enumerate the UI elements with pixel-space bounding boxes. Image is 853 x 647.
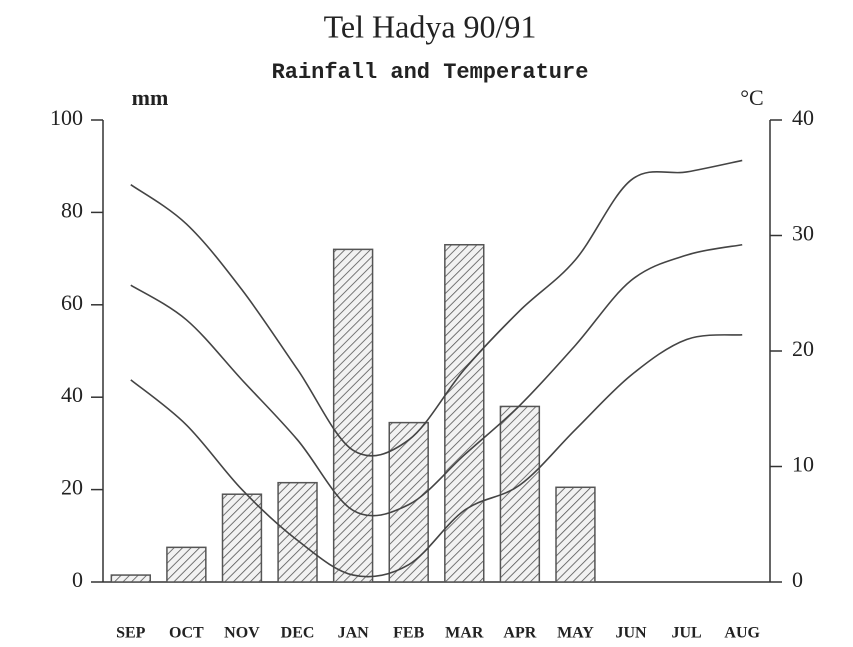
x-tick-label: JUN <box>615 625 647 642</box>
y-tick-label: 60 <box>61 290 83 315</box>
chart-subtitle: Rainfall and Temperature <box>272 60 589 85</box>
x-tick-label: DEC <box>281 625 315 642</box>
temperature-line <box>130 159 743 457</box>
bar <box>444 243 485 583</box>
x-tick-label: NOV <box>224 625 260 642</box>
x-tick-label: MAR <box>445 625 484 642</box>
y2-tick-label: 40 <box>792 105 814 130</box>
y2-tick-label: 0 <box>792 567 803 592</box>
y2-tick-label: 20 <box>792 336 814 361</box>
y2-tick-label: 10 <box>792 452 814 477</box>
x-tick-label: JAN <box>338 625 370 642</box>
x-tick-label: AUG <box>724 625 760 642</box>
bar <box>388 421 429 583</box>
bar <box>221 493 263 583</box>
y2-axis-label: °C <box>740 85 763 110</box>
y-tick-label: 0 <box>72 567 83 592</box>
x-tick-label: MAY <box>557 625 594 642</box>
bar <box>110 574 151 583</box>
x-tick-label: FEB <box>393 625 424 642</box>
x-tick-label: JUL <box>672 625 702 642</box>
x-tick-label: APR <box>503 625 536 642</box>
temperature-line <box>130 243 743 517</box>
y-tick-label: 100 <box>50 105 83 130</box>
temperature-line <box>130 334 743 578</box>
bar <box>277 481 318 583</box>
chart-title: Tel Hadya 90/91 <box>324 8 537 44</box>
x-tick-label: SEP <box>116 625 146 642</box>
y-tick-label: 80 <box>61 197 83 222</box>
bar <box>499 405 541 583</box>
bar <box>166 546 207 583</box>
y-tick-label: 40 <box>61 382 83 407</box>
x-tick-label: OCT <box>169 625 204 642</box>
y2-tick-label: 30 <box>792 221 814 246</box>
bar <box>332 248 374 583</box>
y-axis-label: mm <box>132 85 169 110</box>
bar <box>555 486 596 583</box>
y-tick-label: 20 <box>61 475 83 500</box>
